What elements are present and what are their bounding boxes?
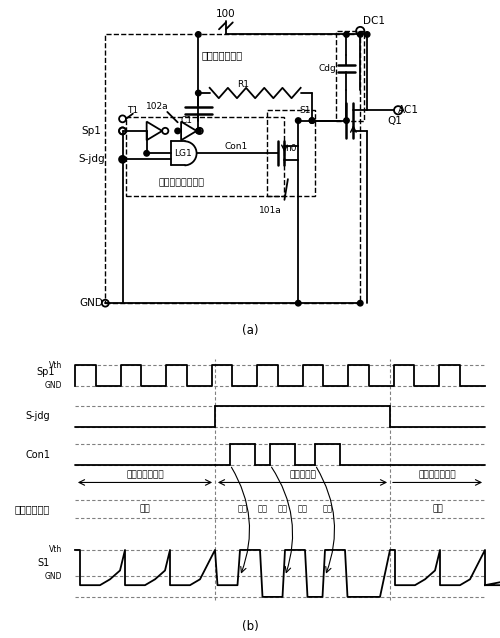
Text: オフ: オフ (140, 505, 150, 514)
Circle shape (120, 156, 126, 162)
Text: GND: GND (80, 298, 104, 308)
Text: 102a: 102a (146, 102, 169, 111)
Circle shape (196, 32, 201, 37)
Text: DC1: DC1 (363, 16, 385, 26)
Text: Sp1: Sp1 (82, 126, 102, 136)
Text: 100: 100 (216, 9, 236, 19)
Text: S-jdg: S-jdg (78, 154, 105, 165)
Text: S1: S1 (300, 106, 311, 115)
Text: T1: T1 (128, 106, 138, 115)
Circle shape (358, 300, 363, 306)
Circle shape (310, 118, 315, 123)
Text: Con1: Con1 (224, 142, 248, 151)
Text: ディスエーブル: ディスエーブル (126, 471, 164, 480)
Text: GND: GND (45, 572, 62, 581)
Circle shape (175, 128, 180, 134)
Text: オン: オン (278, 505, 287, 514)
Circle shape (364, 32, 370, 37)
Circle shape (196, 90, 201, 96)
Text: イネーブル: イネーブル (289, 471, 316, 480)
Text: オフ: オフ (298, 505, 308, 514)
Text: オン: オン (322, 505, 332, 514)
Text: オン: オン (238, 505, 248, 514)
Text: Sp1: Sp1 (36, 367, 55, 378)
Text: Vth: Vth (49, 360, 62, 369)
Text: S1: S1 (38, 558, 50, 568)
Text: Con1: Con1 (25, 450, 50, 459)
Text: C1: C1 (180, 116, 192, 125)
Circle shape (296, 300, 301, 306)
Circle shape (344, 118, 349, 123)
Text: クランプ回路: クランプ回路 (15, 504, 50, 514)
Text: GND: GND (45, 381, 62, 390)
Text: オフ: オフ (432, 505, 443, 514)
Text: Vth: Vth (49, 545, 62, 554)
Text: ゲート駆動回路: ゲート駆動回路 (202, 50, 243, 60)
Circle shape (144, 151, 150, 156)
Circle shape (310, 118, 315, 123)
Text: AC1: AC1 (398, 105, 419, 115)
Circle shape (296, 118, 301, 123)
Text: LG1: LG1 (174, 149, 192, 158)
Circle shape (344, 32, 349, 37)
Text: R1: R1 (237, 80, 249, 89)
Text: Q1: Q1 (388, 115, 402, 126)
Text: S-jdg: S-jdg (26, 412, 50, 422)
Circle shape (196, 128, 201, 134)
Text: (a): (a) (242, 324, 258, 338)
Text: ディスエーブル: ディスエーブル (418, 471, 457, 480)
Text: Cdg: Cdg (318, 64, 336, 73)
Text: オフ: オフ (258, 505, 268, 514)
Text: n0: n0 (286, 144, 297, 152)
Text: クランプ制御回路: クランプ制御回路 (158, 178, 204, 187)
Circle shape (358, 32, 363, 37)
Text: (b): (b) (242, 619, 258, 633)
Text: 101a: 101a (260, 205, 282, 214)
